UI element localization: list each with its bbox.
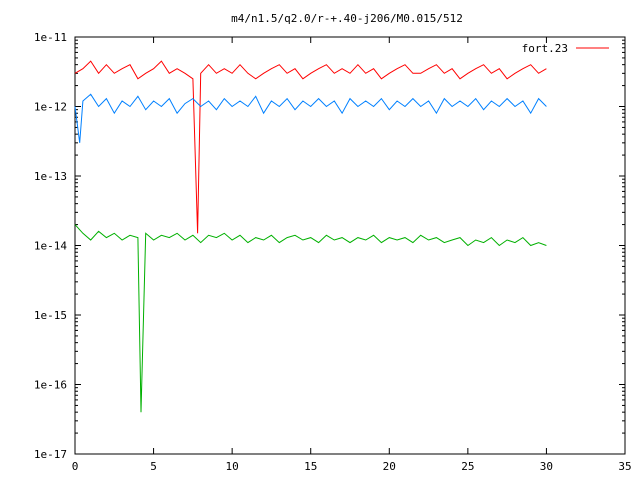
legend: fort.23 [522,42,609,55]
y-tick-label: 1e-13 [34,170,67,183]
x-tick-label: 5 [150,460,157,473]
x-axis: 0 5 10 15 20 25 30 35 [72,37,632,473]
y-tick-label: 1e-14 [34,240,67,253]
x-tick-label: 15 [304,460,317,473]
x-tick-label: 10 [226,460,239,473]
chart-title: m4/n1.5/q2.0/r-+.40-j206/M0.015/512 [231,12,463,25]
y-tick-label: 1e-15 [34,309,67,322]
y-tick-label: 1e-16 [34,379,67,392]
legend-label: fort.23 [522,42,568,55]
series-line-1 [74,93,547,143]
y-tick-label: 1e-17 [34,448,67,461]
y-tick-label: 1e-12 [34,101,67,114]
x-tick-label: 35 [618,460,631,473]
series-line-0 [74,60,547,234]
y-tick-label: 1e-11 [34,31,67,44]
series-group [74,60,547,413]
x-tick-label: 0 [72,460,79,473]
y-axis: 1e-17 1e-16 1e-15 1e-14 1e-13 1e-12 1e-11 [34,31,625,461]
series-line-2 [74,224,547,413]
x-tick-label: 20 [383,460,396,473]
x-tick-label: 30 [540,460,553,473]
x-tick-label: 25 [461,460,474,473]
